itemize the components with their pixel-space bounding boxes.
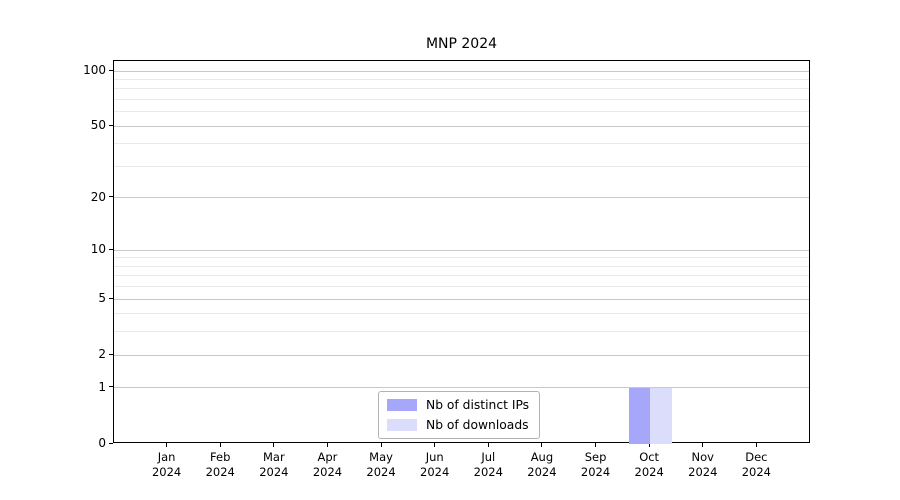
minor-gridline	[114, 313, 809, 315]
y-tick-mark	[109, 196, 113, 198]
x-tick-mark	[434, 443, 436, 447]
y-axis-tick-label: 5	[98, 291, 106, 306]
y-axis-tick-label: 10	[90, 242, 106, 257]
minor-gridline	[114, 257, 809, 259]
x-tick-mark	[541, 443, 543, 447]
plot-area: Nb of distinct IPs Nb of downloads	[113, 60, 810, 444]
y-axis-tick-label: 2	[98, 347, 106, 362]
y-tick-mark	[109, 124, 113, 126]
x-tick-mark	[702, 443, 704, 447]
x-axis-tick-label: Dec 2024	[741, 450, 772, 479]
y-tick-mark	[109, 442, 113, 444]
major-gridline	[114, 387, 809, 389]
x-tick-mark	[595, 443, 597, 447]
x-axis-tick-label: Aug 2024	[527, 450, 557, 479]
legend-swatch	[387, 419, 417, 431]
y-tick-mark	[109, 386, 113, 388]
y-axis-tick-label: 20	[90, 189, 106, 204]
y-axis-tick-label: 50	[90, 118, 106, 133]
y-tick-mark	[109, 353, 113, 355]
x-axis-tick-label: Apr 2024	[312, 450, 343, 479]
legend-label: Nb of distinct IPs	[426, 398, 530, 412]
minor-gridline	[114, 275, 809, 277]
legend-entry: Nb of distinct IPs	[387, 397, 529, 413]
x-axis-tick-label: May 2024	[366, 450, 396, 479]
x-tick-mark	[166, 443, 168, 447]
y-tick-mark	[109, 69, 113, 71]
x-axis-tick-label: Nov 2024	[688, 450, 718, 479]
x-axis-tick-label: Jan 2024	[151, 450, 182, 479]
major-gridline	[114, 354, 809, 356]
x-tick-mark	[755, 443, 757, 447]
x-tick-mark	[273, 443, 275, 447]
x-tick-mark	[219, 443, 221, 447]
x-tick-mark	[487, 443, 489, 447]
major-gridline	[114, 70, 809, 72]
bar-nb-of-distinct-ips	[628, 387, 651, 444]
x-axis-tick-label: Oct 2024	[634, 450, 664, 479]
y-axis-tick-label: 1	[98, 379, 106, 394]
major-gridline	[114, 249, 809, 251]
x-tick-mark	[380, 443, 382, 447]
legend-label: Nb of downloads	[426, 418, 529, 432]
x-tick-mark	[648, 443, 650, 447]
x-axis-tick-label: Jul 2024	[473, 450, 503, 479]
legend-entry: Nb of downloads	[387, 417, 529, 433]
minor-gridline	[114, 265, 809, 267]
y-tick-mark	[109, 297, 113, 299]
y-axis-tick-label: 100	[83, 63, 106, 77]
x-axis-tick-label: Mar 2024	[259, 450, 289, 479]
minor-gridline	[114, 286, 809, 288]
minor-gridline	[114, 143, 809, 145]
y-tick-mark	[109, 248, 113, 250]
legend-swatch	[387, 399, 417, 411]
minor-gridline	[114, 331, 809, 333]
minor-gridline	[114, 165, 809, 167]
x-axis-tick-label: Jun 2024	[420, 450, 450, 479]
x-axis-tick-label: Sep 2024	[580, 450, 611, 479]
y-axis-tick-label: 0	[98, 436, 106, 450]
major-gridline	[114, 298, 809, 300]
minor-gridline	[114, 78, 809, 80]
minor-gridline	[114, 111, 809, 113]
minor-gridline	[114, 98, 809, 100]
x-axis-tick-label: Feb 2024	[205, 450, 235, 479]
chart-title: MNP 2024	[425, 36, 498, 52]
x-tick-mark	[326, 443, 328, 447]
major-gridline	[114, 125, 809, 127]
minor-gridline	[114, 88, 809, 90]
major-gridline	[114, 197, 809, 199]
bar-nb-of-downloads	[650, 387, 672, 444]
legend: Nb of distinct IPs Nb of downloads	[378, 391, 541, 439]
